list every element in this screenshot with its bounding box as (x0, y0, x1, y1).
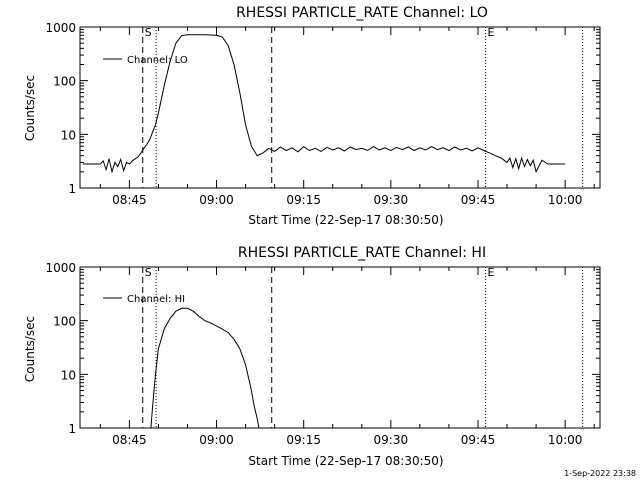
marker-label: E (488, 26, 495, 39)
y-tick-label: 10 (61, 128, 76, 142)
x-tick-labels: 08:45 09:00 09:15 09:30 09:45 10:00 (112, 193, 582, 207)
y-axis-label: Counts/sec (23, 316, 37, 382)
x-tick-label: 09:30 (374, 193, 409, 207)
x-axis-label: Start Time (22-Sep-17 08:30:50) (248, 454, 443, 468)
x-tick-label: 09:15 (286, 433, 321, 447)
x-tick-label: 08:45 (112, 193, 147, 207)
y-tick-label: 1000 (45, 21, 76, 35)
x-tick-label: 09:30 (374, 433, 409, 447)
y-tick-labels: 1 10 100 1000 (45, 21, 76, 196)
marker-label: S (145, 266, 152, 279)
x-tick-label: 10:00 (548, 193, 583, 207)
marker-label: E (488, 266, 495, 279)
y-tick-label: 10 (61, 368, 76, 382)
x-tick-label: 09:00 (199, 433, 234, 447)
panel-lo: RHESSI PARTICLE_RATE Channel: LO 1101001… (23, 5, 601, 227)
x-tick-labels: 08:45 09:00 09:15 09:30 09:45 10:00 (112, 433, 582, 447)
x-tick-label: 09:45 (461, 193, 496, 207)
series-line-hi (150, 307, 260, 429)
axis-ticks (80, 26, 600, 189)
axis-ticks (80, 266, 600, 429)
y-tick-label: 1 (68, 182, 76, 196)
chart-title: RHESSI PARTICLE_RATE Channel: HI (238, 245, 486, 261)
marker-label: S (145, 26, 152, 39)
chart-title: RHESSI PARTICLE_RATE Channel: LO (236, 5, 488, 21)
plot-frame (79, 266, 601, 429)
x-tick-label: 08:45 (112, 433, 147, 447)
x-tick-label: 10:00 (548, 433, 583, 447)
y-axis-label: Counts/sec (23, 75, 37, 141)
y-tick-label: 1 (68, 422, 76, 436)
legend-label: Channel: LO (127, 55, 188, 66)
legend-label: Channel: HI (127, 294, 185, 305)
panel-hi: RHESSI PARTICLE_RATE Channel: HI 1101001… (23, 245, 601, 468)
plot-frame (79, 26, 601, 189)
y-tick-labels: 1 10 100 1000 (45, 261, 76, 436)
y-tick-label: 100 (53, 315, 76, 329)
series-line-lo (82, 34, 566, 174)
y-tick-label: 1000 (45, 261, 76, 275)
x-tick-label: 09:45 (461, 433, 496, 447)
y-tick-label: 100 (53, 75, 76, 89)
x-tick-label: 09:15 (286, 193, 321, 207)
x-axis-label: Start Time (22-Sep-17 08:30:50) (248, 213, 443, 227)
timestamp: 1-Sep-2022 23:38 (564, 469, 636, 478)
x-tick-label: 09:00 (199, 193, 234, 207)
